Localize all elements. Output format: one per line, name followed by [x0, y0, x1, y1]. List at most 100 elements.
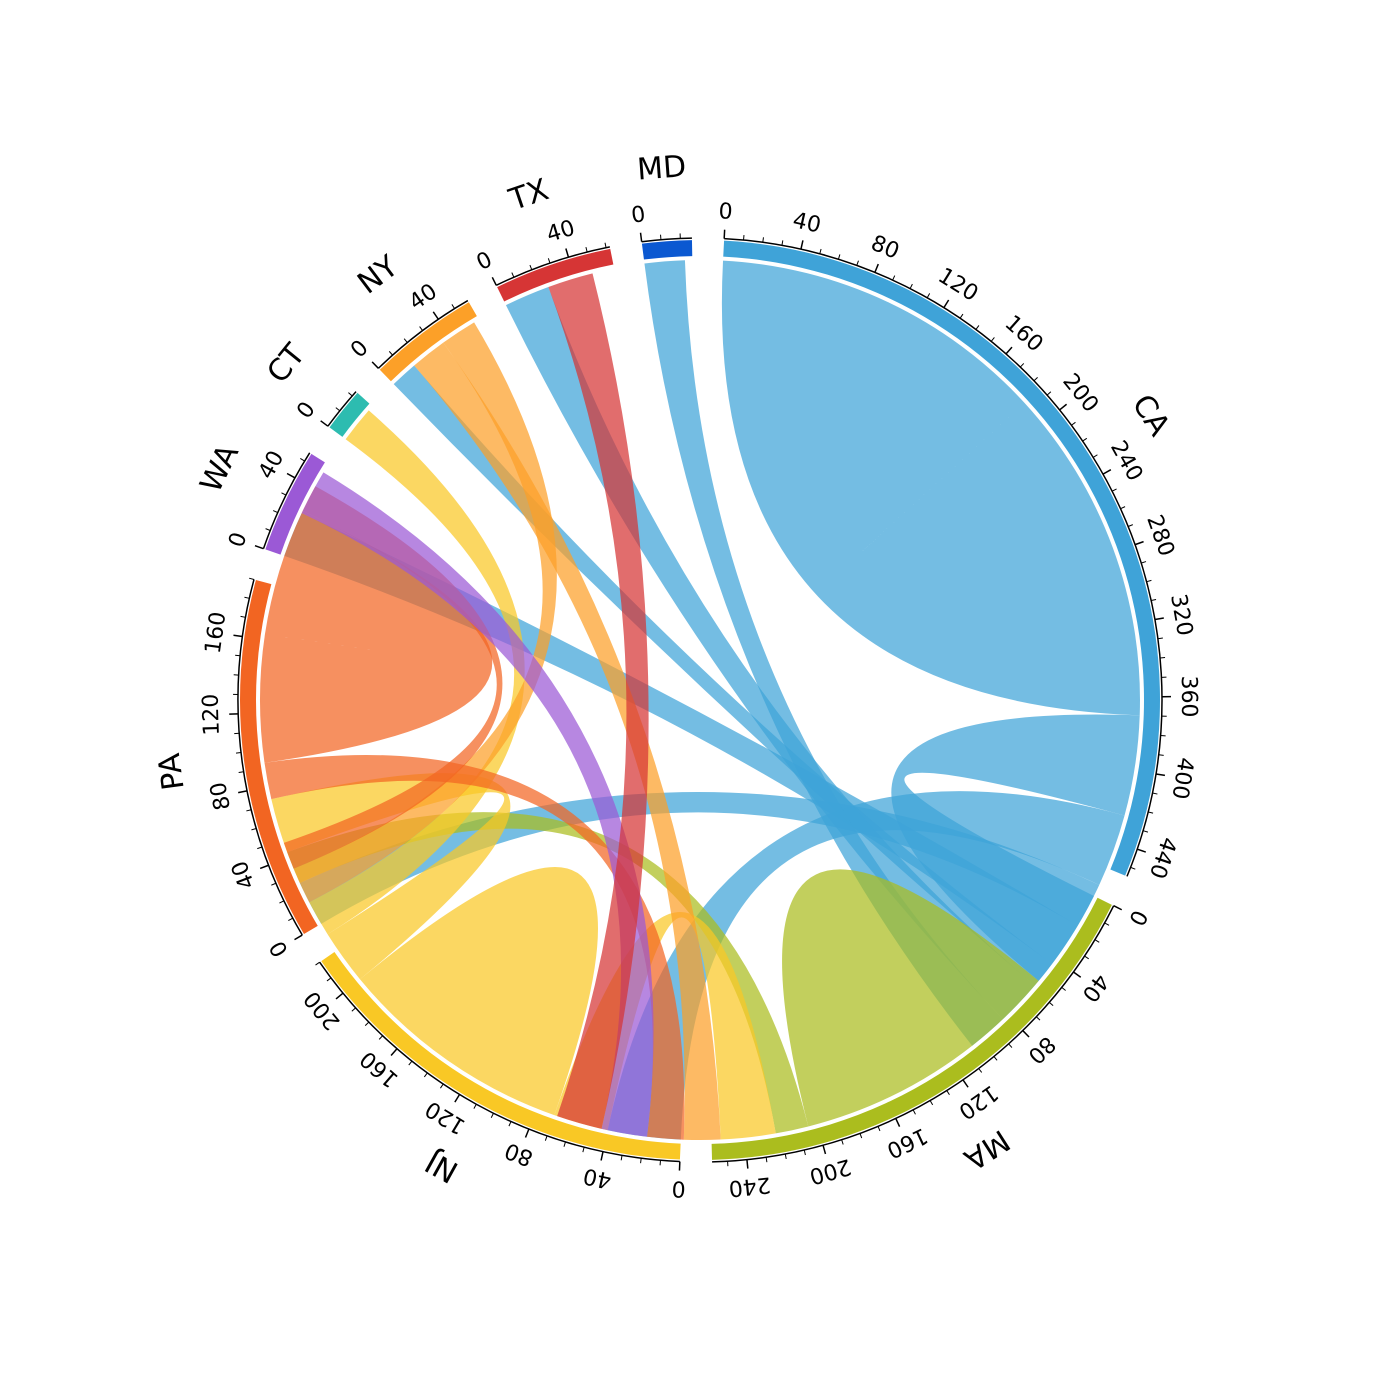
tick-nj: [326, 977, 332, 982]
link-ma-ma: [782, 869, 1039, 1127]
tick-label-ca: 280: [1141, 512, 1179, 560]
tick-ma: [1113, 905, 1123, 911]
sector-axis-pa: [237, 579, 303, 936]
tick-label-pa: 80: [206, 780, 236, 812]
tick-label-ca: 320: [1165, 592, 1197, 638]
tick-ca: [1148, 811, 1154, 814]
tick-nj: [315, 961, 320, 966]
tick-nj: [640, 1158, 642, 1164]
tick-pa: [257, 846, 263, 850]
tick-label-md: 0: [630, 202, 647, 229]
tick-ca: [959, 313, 964, 319]
tick-label-ny: 40: [405, 279, 442, 315]
tick-label-nj: 160: [356, 1046, 404, 1092]
sector-arc-wa: [265, 453, 325, 555]
tick-label-ca: 40: [790, 208, 823, 239]
tick-nj: [454, 1094, 461, 1103]
tick-ny: [403, 338, 408, 343]
tick-ma: [1049, 1001, 1054, 1006]
tick-ny: [419, 326, 423, 331]
sector-axis-ma: [712, 905, 1115, 1163]
tick-pa: [238, 790, 248, 794]
tick-label-ny: 0: [346, 335, 373, 363]
tick-ca: [819, 248, 822, 254]
tick-label-ca: 240: [1105, 437, 1147, 486]
tick-pa: [294, 934, 303, 941]
tick-ca: [1151, 598, 1157, 602]
tick-nj: [473, 1103, 477, 1109]
tick-ca: [1146, 579, 1152, 583]
tick-label-wa: 0: [224, 529, 252, 550]
tick-ca: [762, 237, 764, 243]
tick-label-ma: 0: [1123, 906, 1152, 930]
tick-nj: [544, 1135, 548, 1141]
tick-ct: [348, 392, 353, 397]
sector-axis-ny: [377, 299, 469, 369]
tick-wa: [286, 472, 296, 479]
tick-ma: [1104, 922, 1110, 926]
tick-label-ca: 400: [1166, 755, 1197, 800]
tick-tx: [585, 247, 588, 253]
link-ny-ma: [414, 342, 721, 1140]
tick-ma: [877, 1126, 881, 1132]
link-wa-ma: [301, 472, 654, 1137]
tick-label-tx: 0: [473, 247, 497, 276]
sector-arc-tx: [497, 248, 614, 302]
sector-axis-wa: [262, 452, 311, 549]
tick-nj: [335, 992, 344, 1000]
tick-wa: [281, 492, 287, 496]
tick-nj: [364, 1021, 370, 1026]
tick-label-pa: 0: [265, 936, 294, 961]
tick-label-ca: 120: [933, 263, 982, 306]
tick-ca: [1059, 403, 1068, 411]
sector-label-md: MD: [636, 149, 687, 187]
tick-pa: [240, 615, 246, 618]
tick-ma: [765, 1157, 768, 1163]
tick-nj: [600, 1151, 604, 1161]
link-ca-ca: [721, 260, 1140, 716]
sector-arc-ct: [329, 392, 370, 437]
tick-ca: [856, 260, 859, 266]
tick-label-pa: 160: [201, 610, 232, 655]
tick-ca: [1158, 754, 1164, 756]
tick-nj: [351, 1007, 356, 1012]
link-tx-ma: [548, 273, 649, 1129]
tick-ma: [1084, 955, 1089, 960]
tick-label-pa: 40: [227, 857, 260, 892]
tick-ca: [800, 240, 804, 250]
tick-label-tx: 40: [544, 216, 578, 248]
tick-ca: [837, 254, 841, 260]
tick-pa: [235, 752, 242, 754]
sector-arc-md: [641, 240, 693, 260]
tick-ma: [978, 1068, 983, 1073]
tick-ca: [1141, 561, 1147, 564]
sector-label-ca: CA: [1125, 388, 1177, 442]
tick-ca: [1128, 524, 1134, 527]
tick-ca: [1157, 637, 1163, 640]
tick-nj: [423, 1072, 428, 1078]
tick-ma: [1073, 971, 1082, 978]
sector-label-ny: NY: [351, 248, 405, 301]
link-ny-nj: [293, 322, 557, 903]
tick-label-ca: 80: [867, 231, 902, 265]
tick-label-nj: 40: [581, 1162, 614, 1192]
tick-pa: [238, 771, 244, 774]
tick-ca: [909, 283, 913, 289]
tick-ca: [1137, 848, 1147, 853]
tick-ca: [892, 275, 896, 281]
sector-label-nj: NJ: [420, 1143, 464, 1189]
tick-ma: [895, 1118, 901, 1127]
tick-pa: [251, 828, 257, 831]
tick-ca: [1046, 391, 1052, 396]
tick-nj: [620, 1155, 623, 1161]
tick-label-ca: 440: [1144, 834, 1181, 882]
tick-ma: [841, 1139, 844, 1145]
sector-arc-pa: [240, 580, 318, 935]
tick-pa: [259, 864, 269, 870]
link-pa-pa: [260, 510, 493, 763]
tick-ma: [1008, 1043, 1013, 1048]
tick-ma: [912, 1109, 916, 1115]
tick-ca: [1142, 830, 1149, 833]
tick-ca: [926, 293, 931, 298]
